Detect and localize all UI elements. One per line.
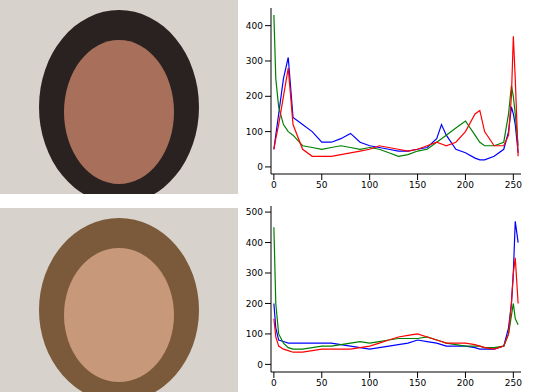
svg-text:400: 400 xyxy=(246,21,263,31)
svg-text:500: 500 xyxy=(246,207,263,217)
svg-text:0: 0 xyxy=(257,162,263,172)
svg-text:150: 150 xyxy=(409,378,426,388)
svg-text:250: 250 xyxy=(505,180,522,190)
svg-text:50: 50 xyxy=(316,180,328,190)
svg-text:100: 100 xyxy=(246,329,263,339)
svg-text:200: 200 xyxy=(246,299,263,309)
svg-text:0: 0 xyxy=(271,180,277,190)
svg-text:100: 100 xyxy=(361,180,378,190)
svg-text:0: 0 xyxy=(257,360,263,370)
svg-text:100: 100 xyxy=(246,127,263,137)
svg-text:150: 150 xyxy=(409,180,426,190)
svg-text:200: 200 xyxy=(246,91,263,101)
svg-text:300: 300 xyxy=(246,268,263,278)
svg-text:200: 200 xyxy=(457,180,474,190)
svg-text:50: 50 xyxy=(316,378,328,388)
svg-text:300: 300 xyxy=(246,56,263,66)
svg-text:400: 400 xyxy=(246,238,263,248)
svg-text:250: 250 xyxy=(505,378,522,388)
svg-text:200: 200 xyxy=(457,378,474,388)
svg-text:100: 100 xyxy=(361,378,378,388)
svg-text:0: 0 xyxy=(271,378,277,388)
